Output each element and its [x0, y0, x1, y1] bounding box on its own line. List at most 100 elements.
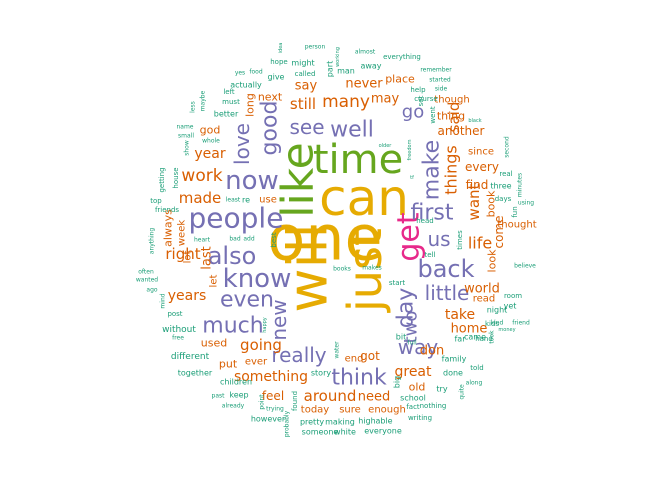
word-really: really	[271, 343, 326, 367]
word-making: making	[325, 418, 355, 427]
word-place: place	[385, 73, 415, 86]
word-week: week	[177, 220, 188, 246]
word-without: without	[162, 325, 196, 335]
word-used: used	[201, 337, 227, 350]
word-think: think	[331, 366, 387, 391]
word-came: came	[464, 333, 486, 342]
word-far: far	[454, 335, 466, 344]
word-called: called	[295, 70, 316, 78]
word-going: going	[240, 336, 282, 354]
word-little: little	[425, 281, 470, 305]
word-quite: quite	[459, 384, 466, 400]
word-yet: yet	[504, 302, 517, 311]
word-pretty: pretty	[300, 418, 324, 427]
word-life: life	[468, 234, 492, 253]
word-remember: remember	[420, 67, 452, 74]
word-story: story	[311, 369, 331, 378]
word-white: white	[334, 428, 356, 437]
word-right: right	[165, 245, 200, 263]
word-room: room	[504, 292, 522, 300]
word-day: day	[394, 288, 419, 328]
word-three: three	[490, 182, 511, 191]
word-things: things	[442, 145, 461, 195]
word-book: book	[485, 190, 498, 217]
word-better: better	[214, 110, 239, 119]
word-told: told	[470, 364, 483, 372]
word-many: many	[322, 92, 370, 112]
word-someone: someone	[302, 428, 339, 437]
word-name: name	[176, 124, 193, 131]
word-actually: actually	[230, 81, 262, 90]
word-fun: fun	[511, 206, 519, 217]
word-wanted: wanted	[136, 277, 158, 284]
word-head: head	[416, 217, 433, 225]
word-tf: tf	[410, 175, 414, 181]
word-work: work	[181, 166, 222, 186]
word-enough: enough	[368, 405, 406, 416]
word-last: last	[200, 246, 215, 269]
word-idea: idea	[278, 43, 284, 54]
word-real: real	[499, 170, 512, 178]
word-know: know	[223, 264, 292, 294]
word-hand: hand	[475, 335, 493, 343]
word-help: help	[410, 86, 426, 94]
word-start: start	[389, 279, 406, 287]
word-re: re	[242, 196, 250, 205]
word-water: water	[334, 341, 341, 359]
word-night: night	[487, 306, 508, 315]
word-people: people	[189, 202, 284, 235]
word-us: us	[427, 227, 450, 251]
word-school: school	[400, 394, 426, 403]
word-years: years	[168, 288, 207, 304]
word-next: next	[258, 91, 283, 104]
word-able: able	[375, 417, 392, 426]
word-add: add	[243, 236, 254, 243]
word-put: put	[219, 358, 238, 371]
word-together: together	[178, 369, 213, 378]
word-still: still	[290, 95, 316, 113]
word-home: home	[451, 322, 488, 337]
word-might: might	[291, 59, 314, 68]
word-everything: everything	[383, 53, 421, 61]
word-writing: writing	[408, 414, 432, 422]
word-lot: lot	[183, 251, 194, 264]
word-minutes: minutes	[517, 173, 524, 197]
word-want: want	[465, 183, 483, 220]
word-sure: sure	[339, 405, 361, 416]
word-full: full	[407, 340, 417, 347]
word-second: second	[504, 136, 511, 158]
word-feel: feel	[262, 389, 284, 403]
word-books: books	[333, 266, 351, 273]
word-post: post	[167, 310, 182, 318]
word-already: already	[222, 403, 245, 410]
word-never: never	[345, 77, 383, 92]
word-high: high	[358, 417, 375, 426]
word-probably: probably	[284, 410, 291, 437]
word-give: give	[268, 73, 285, 82]
word-tell: tell	[425, 251, 436, 259]
word-started: started	[429, 77, 451, 84]
word-everyone: everyone	[364, 427, 402, 436]
word-believe: believe	[514, 263, 536, 270]
word-got: got	[360, 349, 380, 363]
word-time: time	[313, 137, 403, 183]
word-part: part	[326, 61, 335, 77]
word-back: back	[417, 255, 474, 283]
word-good: good	[258, 101, 283, 156]
word-older: older	[379, 143, 393, 149]
word-point: point	[259, 394, 266, 410]
word-almost: almost	[355, 49, 376, 56]
word-get: get	[392, 212, 427, 262]
word-makes: makes	[362, 265, 382, 272]
word-just: just	[338, 228, 392, 313]
word-left: left	[223, 88, 235, 96]
word-free: free	[172, 335, 184, 342]
word-less: less	[190, 101, 197, 113]
word-now: now	[225, 166, 279, 196]
word-getting: getting	[158, 167, 166, 192]
word-money: money	[498, 327, 515, 333]
word-great: great	[394, 364, 432, 380]
word-one: one	[267, 202, 382, 275]
word-look: look	[486, 249, 499, 273]
